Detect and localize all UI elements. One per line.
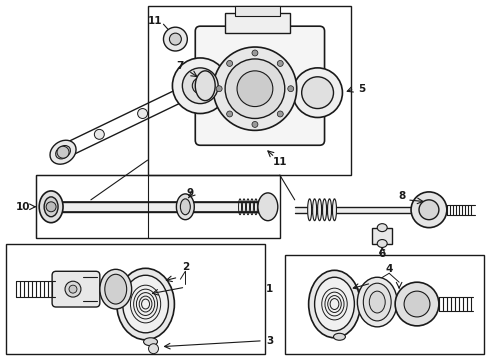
Ellipse shape	[363, 283, 391, 321]
Ellipse shape	[122, 275, 169, 333]
Circle shape	[395, 282, 439, 326]
Circle shape	[252, 121, 258, 127]
Ellipse shape	[196, 71, 215, 100]
Circle shape	[404, 291, 430, 317]
Circle shape	[252, 50, 258, 56]
Text: 11: 11	[272, 157, 287, 167]
Text: 11: 11	[148, 16, 163, 26]
Text: 1: 1	[266, 284, 273, 294]
Ellipse shape	[44, 197, 58, 217]
Circle shape	[225, 59, 285, 118]
Circle shape	[164, 27, 187, 51]
Circle shape	[293, 68, 343, 117]
Text: 7: 7	[177, 61, 184, 71]
Ellipse shape	[318, 199, 321, 221]
Circle shape	[419, 200, 439, 220]
Ellipse shape	[39, 191, 63, 223]
Bar	[372, 228, 392, 243]
Bar	[285, 255, 484, 354]
Circle shape	[288, 86, 294, 92]
Ellipse shape	[333, 199, 337, 221]
FancyBboxPatch shape	[52, 271, 100, 307]
Ellipse shape	[322, 199, 326, 221]
Bar	[36, 175, 280, 238]
Ellipse shape	[313, 199, 317, 221]
Ellipse shape	[315, 277, 354, 331]
Circle shape	[411, 192, 447, 228]
Bar	[147, 6, 351, 175]
Text: 9: 9	[187, 188, 194, 198]
Circle shape	[277, 60, 283, 67]
Circle shape	[227, 111, 233, 117]
Ellipse shape	[327, 199, 332, 221]
Circle shape	[277, 111, 283, 117]
Bar	[294, 207, 419, 213]
Text: 3: 3	[266, 336, 273, 346]
Bar	[51, 202, 268, 212]
Ellipse shape	[56, 145, 71, 159]
Text: 5: 5	[358, 84, 365, 94]
Circle shape	[192, 78, 208, 94]
Circle shape	[57, 146, 69, 158]
Ellipse shape	[369, 291, 385, 313]
Bar	[6, 244, 265, 354]
Ellipse shape	[377, 224, 387, 231]
Circle shape	[172, 58, 228, 113]
Circle shape	[237, 71, 273, 107]
Circle shape	[302, 77, 334, 109]
Bar	[83, 277, 97, 301]
Text: 2: 2	[182, 262, 189, 272]
Ellipse shape	[100, 269, 132, 309]
Circle shape	[95, 129, 104, 139]
Circle shape	[65, 281, 81, 297]
Circle shape	[148, 344, 158, 354]
Circle shape	[216, 86, 222, 92]
Bar	[235, 6, 280, 16]
Ellipse shape	[144, 338, 157, 346]
FancyBboxPatch shape	[196, 26, 324, 145]
Circle shape	[138, 109, 147, 118]
Circle shape	[170, 33, 181, 45]
Circle shape	[213, 47, 297, 130]
Ellipse shape	[50, 140, 76, 164]
Ellipse shape	[377, 239, 387, 247]
Ellipse shape	[357, 277, 397, 327]
Text: 6: 6	[379, 249, 386, 260]
Bar	[225, 13, 290, 33]
Ellipse shape	[308, 199, 312, 221]
Circle shape	[69, 285, 77, 293]
Ellipse shape	[258, 193, 278, 221]
Text: 10: 10	[16, 202, 30, 212]
Ellipse shape	[334, 333, 345, 340]
Circle shape	[182, 68, 218, 104]
Ellipse shape	[176, 194, 195, 220]
Ellipse shape	[309, 270, 360, 338]
Ellipse shape	[105, 274, 127, 304]
Text: 8: 8	[398, 191, 406, 201]
Text: 4: 4	[386, 264, 393, 274]
Ellipse shape	[117, 268, 174, 340]
Circle shape	[227, 60, 233, 67]
Ellipse shape	[180, 199, 190, 215]
Circle shape	[46, 202, 56, 212]
